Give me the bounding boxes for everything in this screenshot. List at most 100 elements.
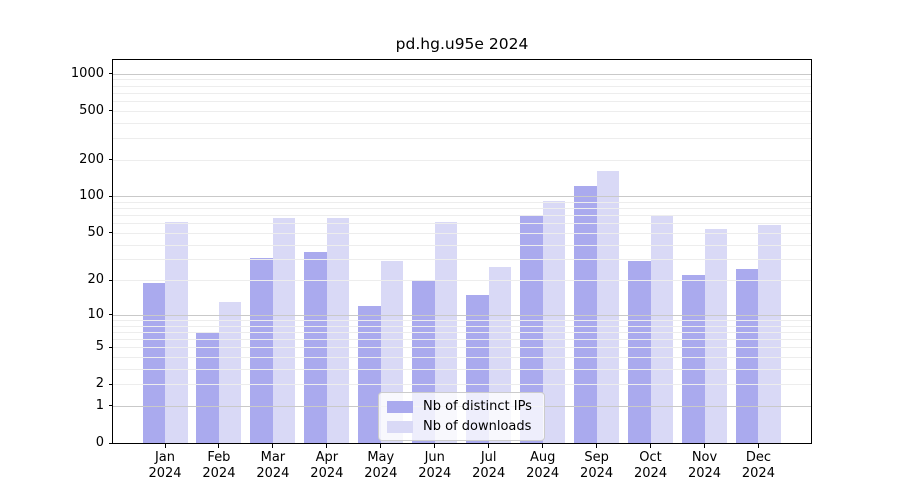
x-tick-mark	[542, 444, 544, 448]
x-tick-label-nov: Nov 2024	[673, 450, 737, 481]
legend-label: Nb of distinct IPs	[423, 399, 532, 414]
y-tick-label: 10	[87, 306, 104, 322]
plot-area: Nb of distinct IPs Nb of downloads	[112, 59, 812, 444]
x-tick-mark	[272, 444, 274, 448]
month-label: Dec	[745, 450, 772, 465]
bar-downloads-mar	[272, 218, 296, 443]
month-label: Mar	[260, 450, 286, 465]
year-label: 2024	[148, 465, 182, 481]
month-label: Jan	[154, 450, 176, 465]
y-tick-label: 200	[79, 151, 104, 167]
bar-downloads-aug	[542, 201, 566, 443]
legend-label: Nb of downloads	[423, 419, 532, 434]
x-tick-mark	[596, 444, 598, 448]
y-tick-label: 20	[87, 272, 104, 288]
bar-distinct-ips-oct	[628, 261, 651, 443]
y-tick-mark	[109, 383, 113, 385]
x-tick-label-mar: Mar 2024	[241, 450, 305, 481]
bar-downloads-sep	[596, 170, 620, 443]
month-label: Jun	[424, 450, 445, 465]
bar-distinct-ips-may	[358, 305, 381, 443]
y-tick-mark	[109, 279, 113, 281]
month-label: May	[367, 450, 395, 465]
x-tick-label-feb: Feb 2024	[187, 450, 251, 481]
y-tick-mark	[109, 442, 113, 444]
y-tick-mark	[109, 110, 113, 112]
month-label: Sep	[584, 450, 609, 465]
bar-distinct-ips-nov	[682, 275, 705, 443]
x-tick-mark	[704, 444, 705, 448]
bar-downloads-feb	[218, 301, 242, 443]
y-tick-label: 2	[95, 376, 104, 392]
bar-distinct-ips-feb	[196, 331, 219, 443]
bar-distinct-ips-apr	[304, 251, 327, 443]
chart-title: pd.hg.u95e 2024	[395, 35, 529, 53]
x-tick-mark	[488, 444, 490, 448]
bar-downloads-jan	[165, 222, 188, 443]
y-tick-label: 100	[79, 188, 104, 204]
bar-downloads-nov	[704, 228, 727, 443]
x-tick-label-jul: Jul 2024	[457, 450, 521, 481]
year-label: 2024	[256, 465, 290, 481]
bars-layer	[113, 60, 811, 443]
x-tick-label-aug: Aug 2024	[511, 450, 575, 481]
x-tick-mark	[218, 444, 220, 448]
bar-distinct-ips-sep	[574, 185, 597, 443]
year-label: 2024	[364, 465, 398, 481]
year-label: 2024	[580, 465, 614, 481]
y-tick-mark	[109, 159, 113, 161]
x-tick-label-dec: Dec 2024	[726, 450, 790, 481]
x-tick-mark	[164, 444, 166, 448]
legend-row: Nb of downloads	[387, 420, 532, 433]
x-tick-mark	[650, 444, 652, 448]
y-tick-label: 1000	[70, 65, 104, 81]
month-label: Aug	[529, 450, 556, 465]
x-tick-mark	[326, 444, 328, 448]
bar-downloads-oct	[650, 215, 674, 443]
x-tick-label-jan: Jan 2024	[133, 450, 197, 481]
month-label: Jul	[480, 450, 497, 465]
bar-distinct-ips-jan	[142, 282, 165, 443]
x-tick-label-sep: Sep 2024	[565, 450, 629, 481]
y-tick-mark	[109, 73, 113, 75]
bar-downloads-dec	[758, 225, 781, 443]
y-tick-mark	[109, 195, 113, 197]
y-tick-mark	[109, 346, 113, 348]
year-label: 2024	[418, 465, 452, 481]
bar-distinct-ips-mar	[250, 257, 273, 443]
x-tick-label-jun: Jun 2024	[403, 450, 467, 481]
month-label: Nov	[691, 450, 718, 465]
x-tick-label-may: May 2024	[349, 450, 413, 481]
year-label: 2024	[310, 465, 344, 481]
year-label: 2024	[202, 465, 236, 481]
y-tick-label: 0	[95, 435, 104, 450]
bar-distinct-ips-aug	[520, 215, 543, 443]
month-label: Feb	[207, 450, 231, 465]
y-tick-mark	[109, 405, 113, 407]
year-label: 2024	[741, 465, 775, 481]
x-tick-mark	[380, 444, 382, 448]
y-tick-label: 50	[87, 224, 104, 240]
bar-downloads-apr	[326, 218, 350, 443]
month-label: Oct	[639, 450, 662, 465]
month-label: Apr	[315, 450, 339, 465]
x-tick-label-apr: Apr 2024	[295, 450, 359, 481]
legend-swatch-icon	[387, 420, 413, 433]
y-tick-mark	[109, 232, 113, 234]
year-label: 2024	[472, 465, 506, 481]
y-tick-label: 1	[95, 397, 104, 413]
year-label: 2024	[634, 465, 668, 481]
year-label: 2024	[687, 465, 722, 481]
bar-distinct-ips-dec	[735, 268, 759, 443]
legend: Nb of distinct IPs Nb of downloads	[378, 392, 545, 441]
x-tick-mark	[434, 444, 436, 448]
y-tick-label: 500	[79, 102, 104, 118]
year-label: 2024	[526, 465, 560, 481]
legend-row: Nb of distinct IPs	[387, 400, 532, 413]
legend-swatch-icon	[387, 400, 413, 413]
y-tick-mark	[109, 314, 113, 316]
y-tick-label: 5	[95, 339, 104, 355]
x-tick-mark	[757, 444, 759, 448]
x-tick-label-oct: Oct 2024	[619, 450, 683, 481]
